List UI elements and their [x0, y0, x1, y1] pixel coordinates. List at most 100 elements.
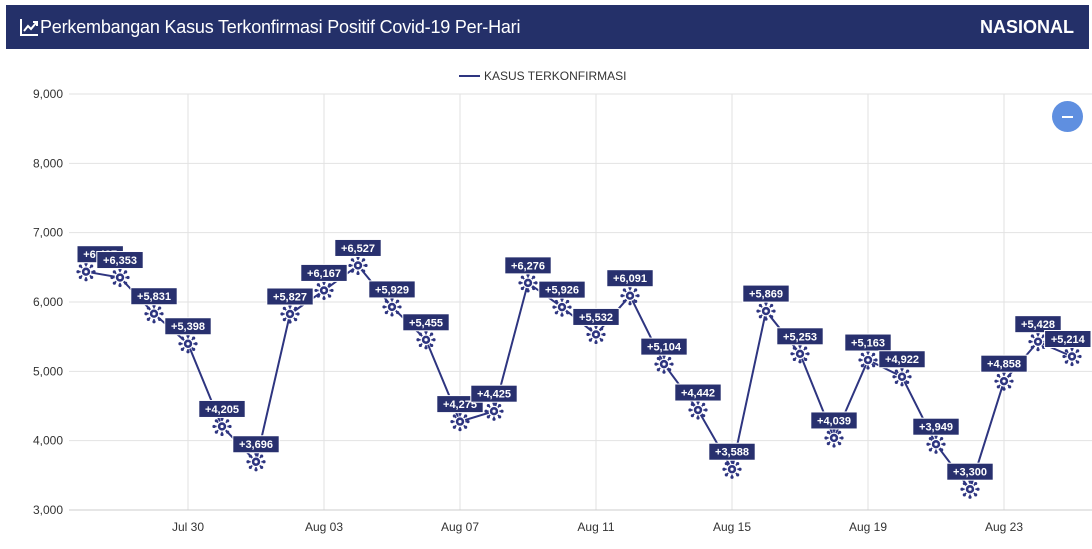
virus-marker[interactable]: [552, 297, 572, 317]
minus-icon: [1062, 116, 1073, 118]
virus-marker[interactable]: [1062, 346, 1082, 367]
virus-marker[interactable]: [246, 452, 266, 472]
virus-marker[interactable]: [76, 262, 96, 282]
marker-spike-tip: [600, 327, 604, 331]
marker-spike-tip: [900, 383, 904, 387]
data-label-text: +6,527: [341, 243, 375, 255]
marker-spike-tip: [526, 289, 530, 293]
virus-marker[interactable]: [722, 459, 742, 479]
marker-spike-tip: [738, 467, 742, 471]
marker-spike-tip: [974, 493, 978, 497]
virus-marker[interactable]: [960, 479, 980, 499]
y-tick-label: 3,000: [33, 503, 63, 517]
virus-marker[interactable]: [280, 304, 300, 324]
virus-marker[interactable]: [348, 255, 368, 276]
marker-spike-tip: [532, 275, 536, 279]
virus-marker[interactable]: [450, 412, 470, 432]
data-label: +3,696: [232, 435, 280, 454]
marker-spike-tip: [770, 315, 774, 319]
marker-spike-tip: [798, 360, 802, 364]
virus-marker[interactable]: [314, 280, 334, 301]
marker-center: [186, 342, 190, 346]
virus-marker[interactable]: [110, 267, 130, 288]
marker-center: [84, 270, 88, 274]
virus-marker[interactable]: [688, 400, 708, 420]
marker-spike-tip: [790, 352, 794, 356]
marker-spike-tip: [668, 356, 672, 361]
marker-spike-tip: [492, 417, 496, 421]
data-label-box: [674, 383, 722, 402]
virus-marker[interactable]: [824, 428, 844, 448]
marker-spike-tip: [994, 379, 998, 383]
marker-spike-tip: [76, 270, 80, 274]
marker-spike-tip: [160, 312, 164, 316]
marker-spike-tip: [770, 303, 774, 308]
marker-spike-tip: [90, 275, 94, 279]
legend[interactable]: KASUS TERKONFIRMASI: [459, 69, 626, 83]
marker-spike-tip: [600, 338, 604, 342]
collapse-button[interactable]: [1052, 101, 1083, 132]
data-label-box: [708, 442, 756, 461]
virus-marker[interactable]: [892, 367, 912, 387]
virus-marker[interactable]: [926, 434, 946, 454]
data-label: +5,869: [742, 284, 790, 303]
y-tick-label: 7,000: [33, 226, 63, 240]
virus-marker[interactable]: [620, 286, 640, 306]
marker-spike-tip: [144, 312, 148, 316]
virus-marker[interactable]: [144, 304, 164, 324]
marker-spike-tip: [194, 342, 198, 346]
virus-marker[interactable]: [178, 334, 198, 354]
data-label: +5,532: [572, 307, 620, 326]
marker-spike-tip: [860, 364, 864, 368]
virus-marker[interactable]: [994, 371, 1014, 391]
data-label-text: +6,353: [103, 255, 137, 267]
marker-spike-tip: [348, 263, 352, 268]
marker-spike-tip: [112, 281, 116, 285]
data-label: +5,163: [844, 333, 892, 352]
marker-spike-tip: [350, 269, 354, 273]
data-label: +5,455: [402, 313, 450, 332]
marker-spike-tip: [484, 409, 488, 413]
marker-spike-tip: [702, 402, 706, 406]
data-label: +5,929: [368, 280, 416, 299]
marker-spike-tip: [498, 415, 502, 419]
virus-marker[interactable]: [654, 354, 674, 374]
marker-spike-tip: [594, 340, 598, 345]
marker-center: [594, 332, 598, 337]
virus-marker[interactable]: [416, 330, 436, 350]
series-kasus-terkonfirmasi: [76, 255, 1082, 499]
virus-marker[interactable]: [858, 350, 878, 370]
virus-marker[interactable]: [790, 344, 810, 364]
virus-marker[interactable]: [382, 297, 402, 317]
marker-spike-tip: [622, 299, 626, 303]
marker-spike-tip: [322, 296, 326, 301]
marker-spike-tip: [960, 487, 964, 491]
marker-spike-tip: [722, 467, 726, 471]
marker-spike-tip: [940, 448, 944, 452]
marker-spike-tip: [450, 420, 454, 424]
marker-center: [220, 424, 224, 429]
data-label-box: [232, 435, 280, 454]
marker-spike-tip: [486, 403, 490, 408]
marker-spike-tip: [756, 309, 760, 313]
data-label: +5,827: [266, 287, 314, 306]
virus-marker[interactable]: [586, 324, 606, 345]
data-label-text: +4,039: [817, 415, 851, 427]
data-label: +6,091: [606, 269, 654, 288]
marker-spike-tip: [124, 270, 128, 274]
data-label-box: [980, 354, 1028, 373]
marker-spike-tip: [384, 310, 388, 315]
marker-spike-tip: [1008, 385, 1012, 389]
marker-center: [798, 352, 802, 356]
data-label: +4,425: [470, 384, 518, 403]
marker-spike-tip: [110, 275, 114, 280]
virus-marker[interactable]: [212, 416, 232, 437]
data-label: +4,858: [980, 354, 1028, 373]
marker-spike-tip: [330, 288, 334, 293]
virus-marker[interactable]: [518, 273, 538, 293]
marker-spike-tip: [934, 450, 938, 454]
virus-marker[interactable]: [484, 401, 504, 421]
data-label: +5,104: [640, 337, 688, 356]
virus-marker[interactable]: [756, 301, 776, 321]
marker-spike-tip: [520, 275, 524, 279]
